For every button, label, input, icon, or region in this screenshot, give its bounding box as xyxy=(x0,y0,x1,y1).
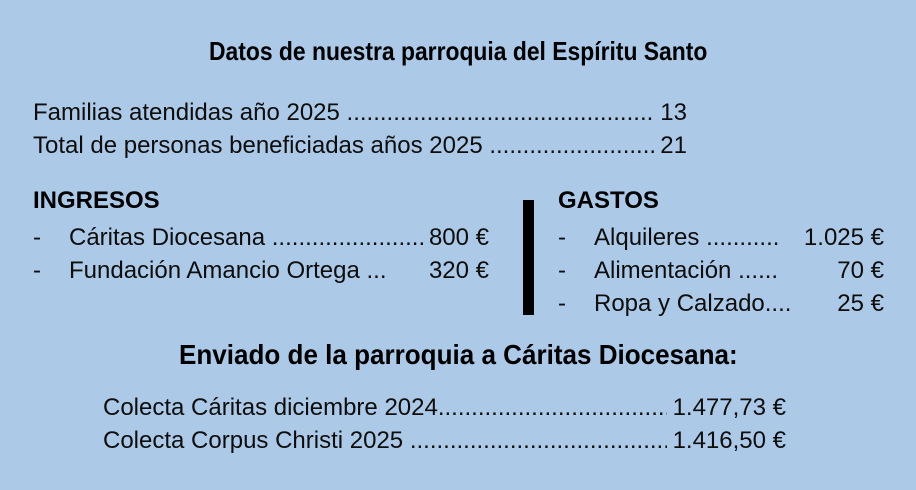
item-label: Ropa y Calzado xyxy=(594,290,765,317)
ingresos-section: INGRESOS - Cáritas Diocesana ...........… xyxy=(33,184,489,287)
bullet-dash: - xyxy=(558,224,566,251)
item-amount: 1.025 € xyxy=(803,224,884,251)
stat-value: 13 xyxy=(660,99,687,126)
gastos-item-ropa: - Ropa y Calzado .... 25 € xyxy=(558,287,884,320)
item-label: Alimentación xyxy=(594,257,739,284)
vertical-divider-bar xyxy=(523,200,534,315)
page-title: Datos de nuestra parroquia del Espíritu … xyxy=(0,36,916,66)
dot-leader: ........................................… xyxy=(346,99,655,126)
stat-value: 21 xyxy=(660,132,687,159)
bullet-dash: - xyxy=(33,257,41,284)
ingresos-item-caritas: - Cáritas Diocesana ....................… xyxy=(33,221,489,254)
colecta-amount: 1.416,50 € xyxy=(672,427,786,454)
dot-leader: ........... xyxy=(706,224,780,251)
stat-label: Total de personas beneficiadas años 2025 xyxy=(33,132,490,159)
item-amount: 25 € xyxy=(837,290,884,317)
bullet-dash: - xyxy=(558,257,566,284)
dot-leader: ........................................… xyxy=(409,427,667,454)
page-title-text: Datos de nuestra parroquia del Espíritu … xyxy=(208,36,708,66)
colectas-section: Colecta Cáritas diciembre 2024 .........… xyxy=(103,391,786,457)
colecta-amount: 1.477,73 € xyxy=(672,394,786,421)
colecta-label: Colecta Cáritas diciembre 2024 xyxy=(103,394,438,421)
bullet-dash: - xyxy=(33,224,41,251)
dot-leader: ........................................… xyxy=(437,394,667,421)
gastos-item-alimentacion: - Alimentación ...... 70 € xyxy=(558,254,884,287)
subtitle-text: Enviado de la parroquia a Cáritas Dioces… xyxy=(178,339,738,370)
stat-row-familias: Familias atendidas año 2025 ............… xyxy=(33,96,687,129)
dot-leader: ........................................ xyxy=(489,132,655,159)
dot-leader: .... xyxy=(764,290,792,317)
ingresos-header: INGRESOS xyxy=(33,187,160,214)
dot-leader: .............................. xyxy=(271,224,423,251)
gastos-section: GASTOS - Alquileres ........... 1.025 € … xyxy=(558,184,884,320)
colecta-row-corpus: Colecta Corpus Christi 2025 ............… xyxy=(103,424,786,457)
colecta-row-diciembre: Colecta Cáritas diciembre 2024 .........… xyxy=(103,391,786,424)
stats-section: Familias atendidas año 2025 ............… xyxy=(33,96,687,162)
colecta-label: Colecta Corpus Christi 2025 xyxy=(103,427,410,454)
item-label: Fundación Amancio Ortega xyxy=(69,257,367,284)
item-label: Alquileres xyxy=(594,224,707,251)
bullet-dash: - xyxy=(558,290,566,317)
dot-leader: ...... xyxy=(738,257,779,284)
subtitle: Enviado de la parroquia a Cáritas Dioces… xyxy=(0,338,916,372)
stat-label: Familias atendidas año 2025 xyxy=(33,99,347,126)
item-amount: 320 € xyxy=(428,257,489,284)
item-label: Cáritas Diocesana xyxy=(69,224,272,251)
ingresos-item-fundacion: - Fundación Amancio Ortega ... 320 € xyxy=(33,254,489,287)
stat-row-personas: Total de personas beneficiadas años 2025… xyxy=(33,129,687,162)
gastos-header: GASTOS xyxy=(558,187,659,214)
item-amount: 800 € xyxy=(428,224,489,251)
gastos-item-alquileres: - Alquileres ........... 1.025 € xyxy=(558,221,884,254)
dot-leader: ... xyxy=(366,257,387,284)
item-amount: 70 € xyxy=(837,257,884,284)
